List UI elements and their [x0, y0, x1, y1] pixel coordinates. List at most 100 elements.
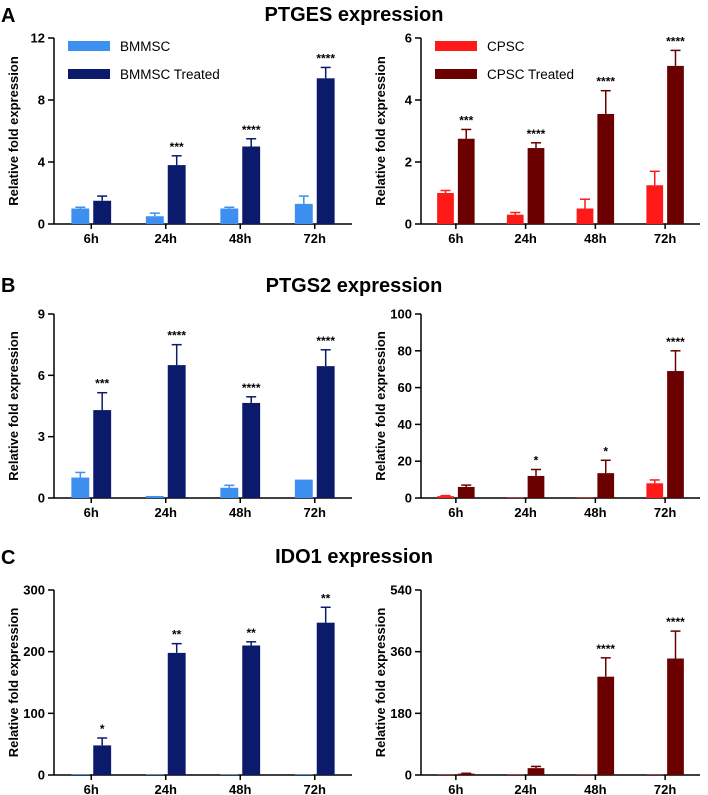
x-tick-label: 48h — [229, 782, 251, 795]
y-tick-label: 0 — [405, 217, 412, 232]
chart-ptges-bmmsc: 0 4 8 12 Relative fold expression 6h 24h *** 48h… — [6, 31, 352, 246]
x-tick-label: 6h — [448, 505, 463, 520]
bar-treated — [457, 773, 475, 775]
significance-marker: **** — [316, 51, 335, 65]
y-tick-label: 0 — [405, 491, 412, 506]
x-tick-label: 48h — [584, 231, 606, 246]
bar-treated — [242, 645, 261, 775]
x-tick-label: 24h — [514, 782, 536, 795]
x-tick-label: 24h — [155, 231, 177, 246]
significance-marker: *** — [95, 377, 109, 391]
y-axis-label: Relative fold expression — [6, 331, 21, 481]
x-tick-label: 72h — [654, 505, 676, 520]
bar-treated — [167, 652, 186, 775]
y-tick-label: 20 — [398, 454, 412, 469]
significance-marker: *** — [170, 140, 184, 154]
bar-control — [646, 483, 664, 498]
y-tick-label: 60 — [398, 380, 412, 395]
chart-ptgs2-bmmsc: 0 3 6 9 Relative fold expression 6h *** 24h ****… — [6, 307, 352, 520]
bar-control — [646, 185, 664, 224]
y-tick-label: 4 — [38, 155, 46, 170]
x-tick-label: 24h — [155, 505, 177, 520]
y-tick-label: 100 — [23, 706, 45, 721]
y-tick-label: 360 — [390, 644, 412, 659]
chart-ptges-cpsc: 0 2 4 6 Relative fold expression 6h *** 24h ****… — [373, 31, 700, 246]
x-tick-label: 72h — [304, 231, 326, 246]
y-tick-label: 300 — [23, 583, 45, 598]
bar-control — [145, 216, 164, 224]
y-tick-label: 40 — [398, 417, 412, 432]
bar-treated — [242, 146, 261, 224]
significance-marker: **** — [167, 329, 186, 343]
bar-control — [437, 193, 454, 224]
significance-marker: **** — [666, 335, 685, 349]
significance-marker: **** — [316, 334, 335, 348]
bar-control — [506, 214, 524, 224]
y-tick-label: 9 — [38, 307, 45, 322]
bar-treated — [316, 78, 335, 224]
y-tick-label: 6 — [405, 31, 412, 46]
bar-treated — [93, 200, 112, 224]
y-tick-label: 3 — [38, 429, 45, 444]
x-tick-label: 48h — [229, 231, 251, 246]
y-tick-label: 12 — [31, 31, 45, 46]
x-tick-label: 48h — [584, 782, 606, 795]
section-title-ptgs2: PTGS2 expression — [266, 275, 443, 297]
bar-treated — [167, 165, 186, 224]
x-tick-label: 72h — [654, 782, 676, 795]
x-tick-label: 48h — [584, 505, 606, 520]
bar-treated — [93, 745, 112, 775]
x-tick-label: 24h — [514, 231, 536, 246]
x-tick-label: 72h — [654, 231, 676, 246]
x-tick-label: 48h — [229, 505, 251, 520]
bar-treated — [316, 366, 335, 498]
significance-marker: **** — [666, 34, 685, 48]
significance-marker: ** — [321, 591, 331, 605]
bar-treated — [93, 410, 112, 498]
bar-treated — [457, 138, 475, 224]
x-tick-label: 6h — [84, 231, 99, 246]
x-tick-label: 6h — [84, 782, 99, 795]
bar-control — [71, 208, 90, 224]
x-tick-label: 72h — [304, 782, 326, 795]
legend-swatch-treated — [435, 69, 477, 79]
significance-marker: * — [100, 722, 105, 736]
y-axis-label: Relative fold expression — [6, 608, 21, 758]
y-tick-label: 200 — [23, 644, 45, 659]
bar-treated — [527, 768, 545, 775]
panel-letter-c: C — [1, 547, 15, 569]
bar-control — [71, 477, 90, 498]
significance-marker: * — [534, 453, 539, 467]
legend-swatch-treated — [68, 69, 110, 79]
y-tick-label: 100 — [390, 307, 412, 322]
bar-treated — [167, 365, 186, 498]
bar-control — [145, 495, 164, 498]
bar-control — [294, 479, 313, 498]
y-tick-label: 0 — [38, 768, 45, 783]
bar-control — [145, 774, 164, 775]
significance-marker: **** — [596, 75, 615, 89]
legend-label-treated: BMMSC Treated — [120, 67, 220, 82]
bar-treated — [597, 113, 615, 224]
bar-treated — [597, 473, 615, 498]
significance-marker: **** — [527, 127, 546, 141]
bar-control — [437, 496, 454, 498]
bar-treated — [667, 371, 684, 498]
bar-treated — [597, 676, 615, 775]
legend-label-treated: CPSC Treated — [487, 67, 574, 82]
x-tick-label: 72h — [304, 505, 326, 520]
legend-label-control: BMMSC — [120, 39, 171, 54]
legend-label-control: CPSC — [487, 39, 525, 54]
significance-marker: * — [603, 444, 608, 458]
y-tick-label: 80 — [398, 343, 412, 358]
legend-swatch-control — [435, 41, 477, 51]
y-axis-label: Relative fold expression — [373, 331, 388, 481]
x-tick-label: 6h — [448, 231, 463, 246]
significance-marker: ** — [172, 628, 182, 642]
panel-letter-a: A — [1, 5, 15, 27]
bar-control — [576, 208, 594, 224]
